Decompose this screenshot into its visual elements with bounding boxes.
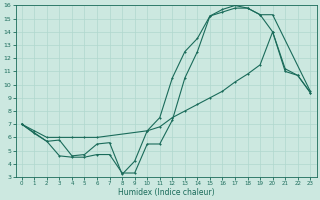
X-axis label: Humidex (Indice chaleur): Humidex (Indice chaleur) — [118, 188, 214, 197]
